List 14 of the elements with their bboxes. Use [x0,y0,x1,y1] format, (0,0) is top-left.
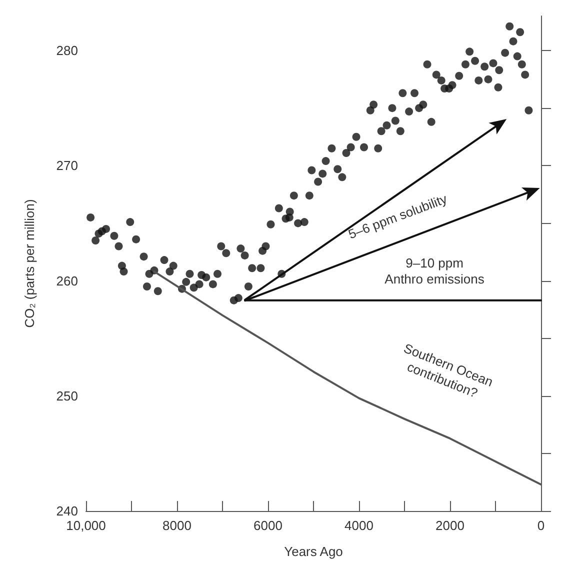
y-tick-label: 240 [56,504,78,518]
y-tick-label: 270 [56,158,78,174]
y-tick-label: 260 [56,273,78,288]
y-tick-label: 280 [56,43,78,58]
x-tick-label: 6000 [254,518,282,533]
y-axis-title: CO₂ (parts per million) [22,199,37,328]
x-tick-label: 10,000 [66,518,106,533]
x-tick-label: 4000 [344,518,374,533]
x-axis-title: Years Ago [284,544,343,559]
x-tick-label: 0 [537,518,545,533]
y-tick-label: 250 [56,388,78,404]
x-tick-label: 8000 [162,518,192,533]
annotation: 9–10 ppm Anthro emissions [384,255,485,286]
x-tick-label: 2000 [436,518,464,533]
